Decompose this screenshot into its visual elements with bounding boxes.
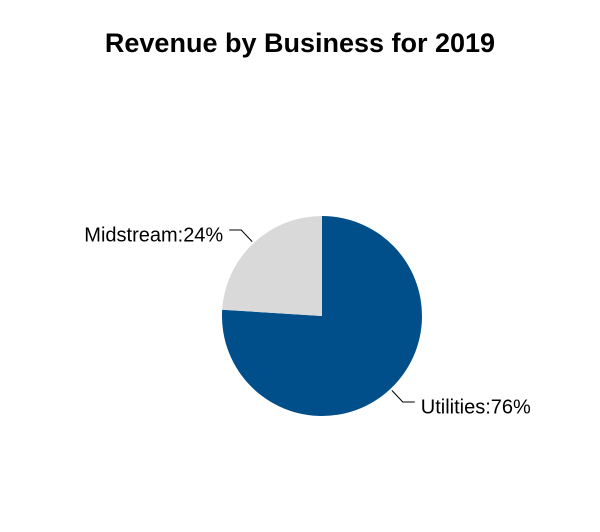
data-label: Utilities:76%: [421, 396, 531, 418]
leader-line: [391, 390, 415, 403]
pie-slice: [222, 215, 322, 316]
chart-title: Revenue by Business for 2019: [104, 28, 496, 58]
leader-line: [229, 229, 253, 242]
data-label: Midstream:24%: [84, 224, 223, 246]
